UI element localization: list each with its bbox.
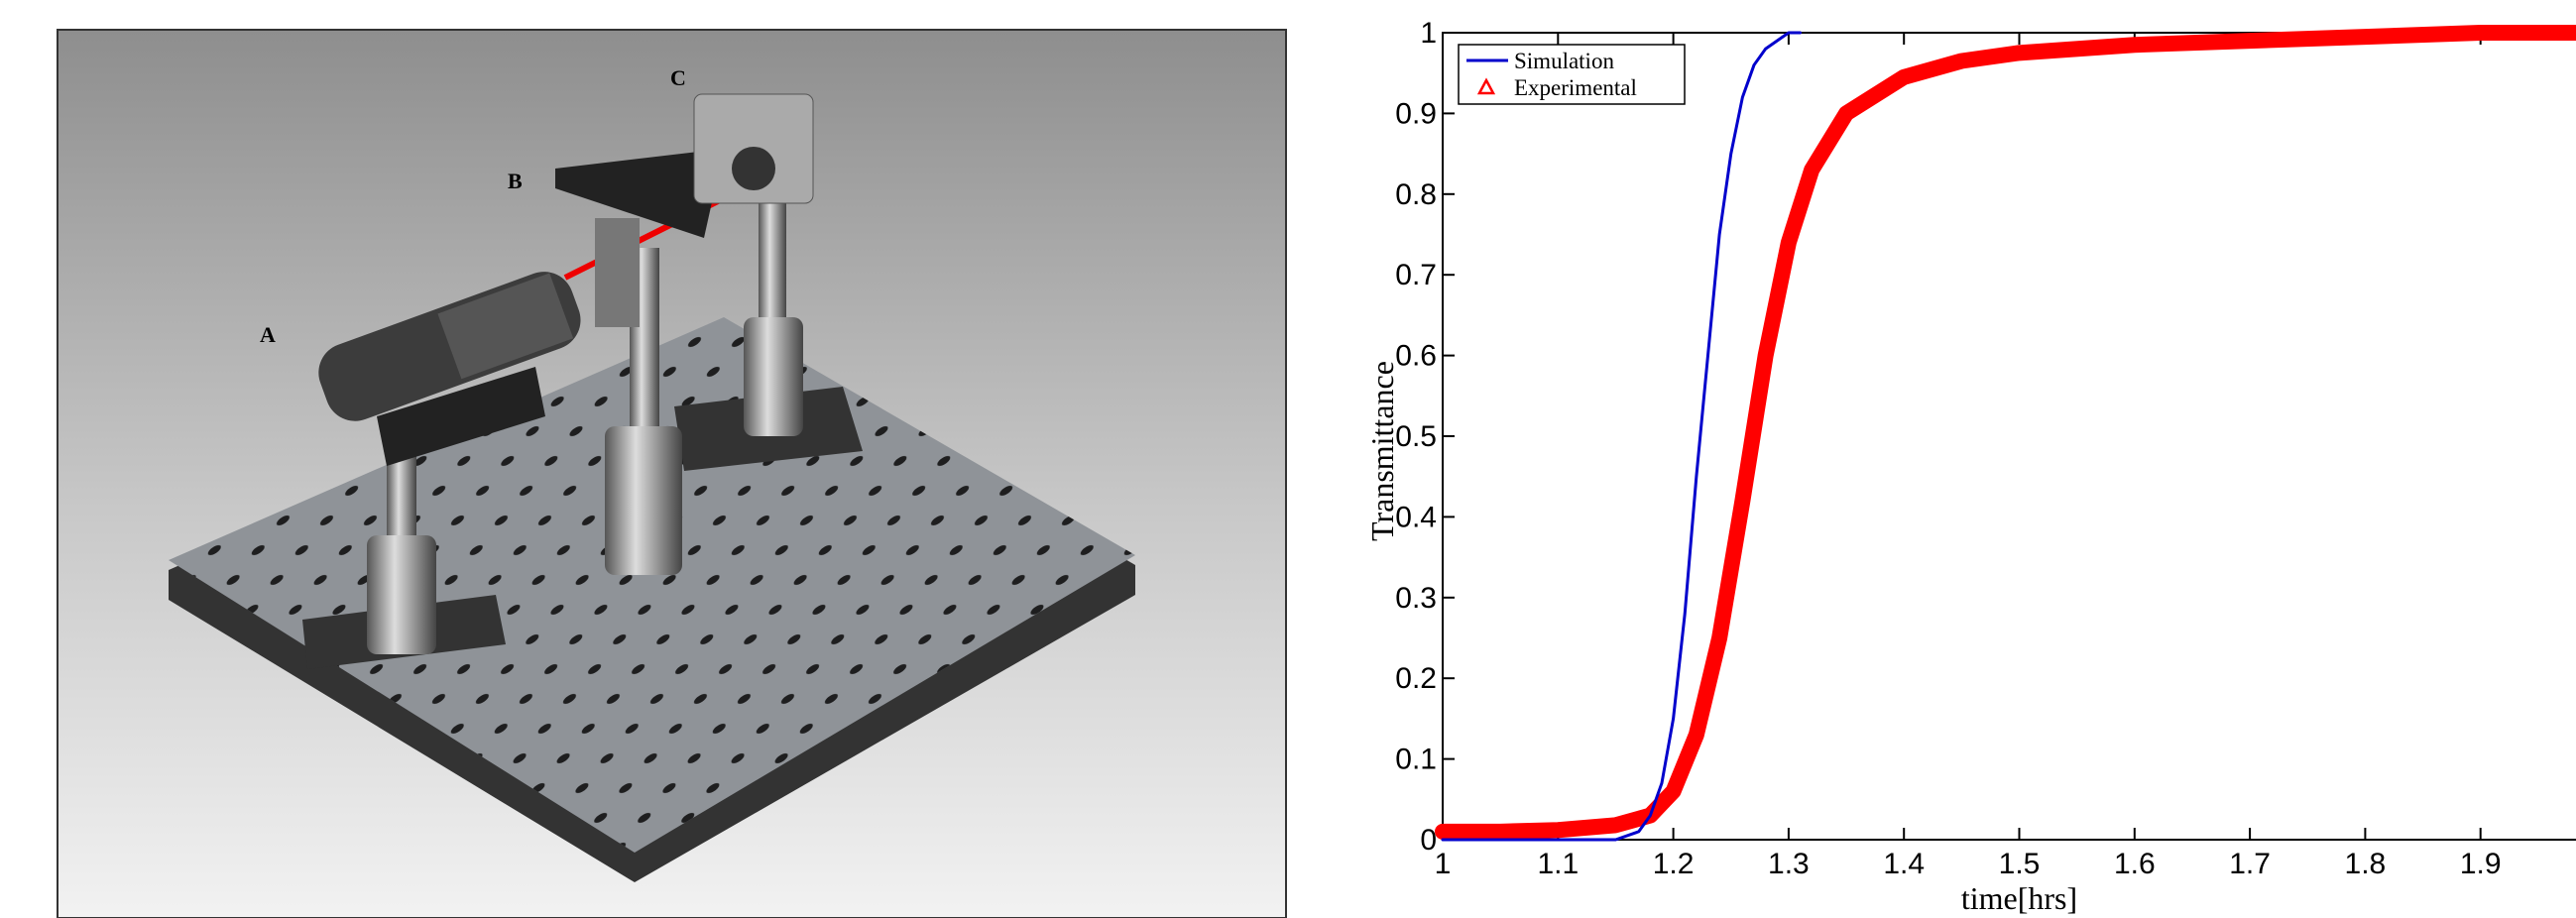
legend-label: Simulation xyxy=(1514,49,1614,73)
y-tick-label: 0.1 xyxy=(1395,744,1437,776)
y-tick-label: 0.3 xyxy=(1395,582,1437,615)
x-tick-label: 1.9 xyxy=(2460,848,2502,880)
y-axis-label: Transmittance xyxy=(1364,361,1400,541)
y-tick-label: 0 xyxy=(1420,824,1437,857)
x-tick-label: 1.3 xyxy=(1768,848,1810,880)
legend-label: Experimental xyxy=(1514,75,1637,100)
figure-label: B xyxy=(508,169,523,193)
plot: 1 1.1 1.2 1.3 1.4 1.5 1.6 1.7 1.8 1.9 0 0.1 0.2 0.3 0.… xyxy=(1364,17,2576,916)
x-tick-label: 1.6 xyxy=(2114,848,2156,880)
figure-label: C xyxy=(670,65,686,90)
legend-marker xyxy=(1476,77,1496,95)
setup-render xyxy=(57,29,1287,918)
x-tick-label: 1 xyxy=(1435,848,1452,880)
x-tick-label: 1.1 xyxy=(1537,848,1579,880)
x-tick-label: 1.2 xyxy=(1653,848,1695,880)
y-tick-label: 0.9 xyxy=(1395,97,1437,130)
y-tick-label: 1 xyxy=(1420,17,1437,50)
y-tick-label: 0.6 xyxy=(1395,340,1437,373)
legend-box xyxy=(1458,44,1686,105)
line-triangle xyxy=(1435,25,2576,840)
plot-area xyxy=(1442,32,2576,841)
x-tick-label: 1.8 xyxy=(2345,848,2387,880)
y-tick-label: 0.5 xyxy=(1395,420,1437,453)
y-tick-label: 0.2 xyxy=(1395,662,1437,695)
y-tick-label: 0.8 xyxy=(1395,178,1437,211)
x-tick-label: 1.4 xyxy=(1883,848,1925,880)
x-tick-label: 1.7 xyxy=(2229,848,2271,880)
x-tick-label: 1.5 xyxy=(1999,848,2041,880)
figure-label: A xyxy=(260,322,276,347)
x-axis-label: time[hrs] xyxy=(1961,880,2077,916)
line-line xyxy=(1441,31,1803,842)
y-tick-label: 0.4 xyxy=(1395,501,1437,533)
y-tick-label: 0.7 xyxy=(1395,259,1437,291)
